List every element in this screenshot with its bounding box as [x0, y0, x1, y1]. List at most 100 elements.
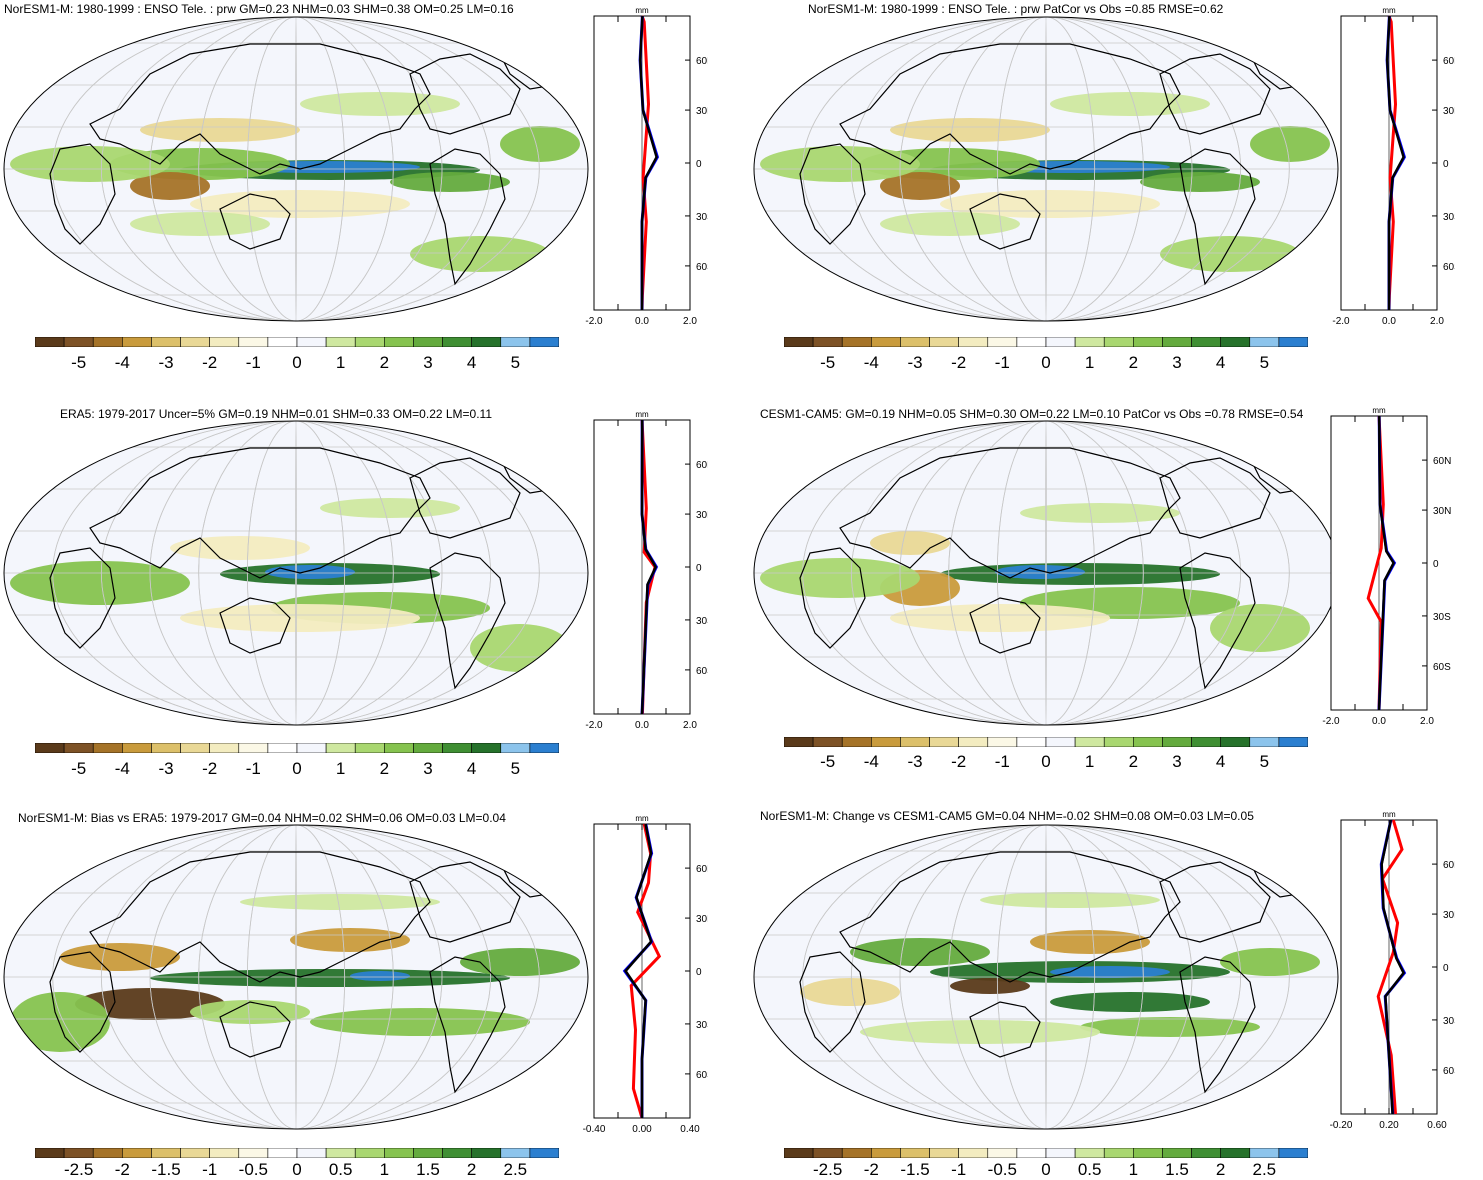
anomaly-contour — [1080, 1017, 1260, 1037]
colorbar-label: 0.5 — [328, 1160, 353, 1179]
colorbar-label: 3 — [1172, 752, 1182, 771]
profile-y-label: 30N — [696, 914, 708, 925]
colorbar-label: 0 — [292, 759, 302, 778]
profile-y-label: 30N — [1443, 910, 1455, 921]
profile-x-label: 0.0 — [635, 316, 649, 327]
colorbar-box — [1074, 1147, 1105, 1159]
profile-x-label: 2.0 — [683, 720, 697, 731]
colorbar-box — [471, 1147, 502, 1159]
colorbar — [34, 740, 560, 758]
map-border — [753, 824, 1339, 1130]
anomaly-contour — [140, 118, 300, 142]
longitude-line — [802, 825, 1290, 1129]
colorbar — [34, 1145, 560, 1163]
colorbar-box — [34, 1147, 65, 1159]
longitude-line — [149, 421, 443, 725]
longitude-line — [850, 421, 1242, 725]
anomaly-contour — [1210, 604, 1310, 652]
map-border — [3, 420, 589, 726]
coastline — [219, 597, 291, 654]
colorbar-box — [92, 742, 123, 754]
colorbar-box — [122, 1147, 152, 1159]
colorbar-box — [238, 1147, 269, 1159]
world-map — [3, 420, 589, 726]
profile-x-label: 0.0 — [1382, 316, 1396, 327]
longitude-line — [850, 17, 1242, 321]
longitude-line — [899, 17, 1193, 321]
panel-title: NorESM1-M: Change vs CESM1-CAM5 GM=0.04 … — [760, 809, 1254, 823]
colorbar-label: -5 — [71, 759, 87, 778]
colorbar-box — [325, 742, 356, 754]
colorbar-label: 1 — [335, 353, 346, 372]
colorbar-label: 1.5 — [1165, 1160, 1189, 1179]
colorbar-box — [1278, 336, 1309, 348]
profile-y-label: 0 — [696, 967, 702, 978]
colorbar-box — [384, 1147, 414, 1159]
colorbar-box — [34, 336, 65, 348]
colorbar-box — [354, 1147, 385, 1159]
colorbar-box — [1016, 736, 1047, 748]
longitude-line — [802, 17, 1290, 321]
profile-units: mm — [635, 6, 649, 15]
colorbar-box — [929, 736, 959, 748]
panel-title: ERA5: 1979-2017 Uncer=5% GM=0.19 NHM=0.0… — [60, 407, 493, 421]
colorbar-box — [1103, 736, 1134, 748]
profile-x-label: 0.0 — [1372, 716, 1386, 727]
colorbar-box — [92, 1147, 123, 1159]
colorbar-label: 2 — [379, 759, 390, 778]
colorbar-label: -3 — [158, 353, 174, 372]
colorbar-box — [1278, 1147, 1309, 1159]
profile-x-label: 0.00 — [632, 1124, 652, 1135]
anomaly-contour — [190, 1000, 310, 1024]
anomaly-contour — [880, 212, 1020, 236]
colorbar-label: 1 — [1084, 752, 1095, 771]
profile-x-label: 0.20 — [1379, 1120, 1399, 1131]
colorbar-label: 2 — [1215, 1160, 1226, 1179]
colorbar-box — [442, 742, 472, 754]
colorbar-box — [267, 1147, 298, 1159]
colorbar-label: 2.5 — [503, 1160, 528, 1179]
colorbar-label: 2 — [1128, 752, 1139, 771]
longitude-line — [802, 421, 1290, 725]
colorbar — [783, 734, 1309, 752]
colorbar-box — [1220, 1147, 1251, 1159]
coastline — [799, 547, 866, 649]
longitude-line — [996, 825, 1096, 1129]
coastline — [429, 148, 506, 286]
coastline — [839, 851, 1181, 983]
colorbar-box — [841, 336, 872, 348]
anomaly-contour — [1020, 503, 1180, 523]
anomaly-contour — [870, 531, 950, 555]
profile-x-label: 0.40 — [680, 1124, 700, 1135]
colorbar-box — [871, 336, 901, 348]
longitude-line — [1045, 825, 1047, 1129]
anomaly-contour — [890, 604, 1110, 632]
colorbar-label: -5 — [71, 353, 87, 372]
colorbar-label: -5 — [820, 752, 836, 771]
coastline — [1179, 552, 1256, 690]
profile-x-label: 2.0 — [1420, 716, 1434, 727]
colorbar-label: 0 — [1041, 752, 1051, 771]
profile-y-label: 60S — [1443, 1066, 1455, 1077]
anomaly-contour — [350, 971, 410, 981]
colorbar-label: 2.5 — [1252, 1160, 1277, 1179]
colorbar-label: -2.5 — [813, 1160, 843, 1179]
anomaly-contour — [470, 624, 570, 672]
profile-units: mm — [635, 410, 649, 419]
colorbar — [783, 1145, 1309, 1163]
coastline — [1179, 956, 1256, 1094]
colorbar — [34, 334, 560, 352]
profile-x-label: -0.20 — [1330, 1120, 1353, 1131]
colorbar-label: 2 — [379, 353, 390, 372]
anomaly-contour — [170, 536, 310, 560]
colorbar-box — [122, 742, 152, 754]
coastline — [969, 193, 1041, 250]
colorbar-label: -5 — [820, 353, 836, 372]
colorbar-label: -2 — [951, 752, 967, 771]
longitude-line — [246, 421, 346, 725]
longitude-line — [899, 421, 1193, 725]
diff-profile-line — [640, 419, 658, 715]
colorbar-box — [783, 1147, 814, 1159]
coastline — [409, 861, 521, 943]
colorbar-box — [209, 742, 240, 754]
